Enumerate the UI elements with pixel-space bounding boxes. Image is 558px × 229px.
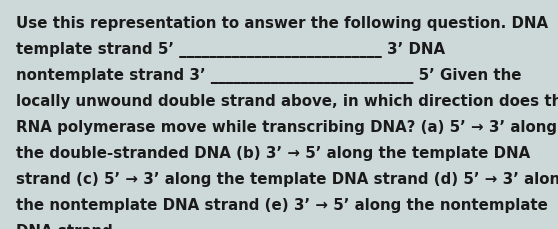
Text: the nontemplate DNA strand (e) 3’ → 5’ along the nontemplate: the nontemplate DNA strand (e) 3’ → 5’ a… [16,197,547,212]
Text: Use this representation to answer the following question. DNA: Use this representation to answer the fo… [16,16,548,31]
Text: the double-stranded DNA (b) 3’ → 5’ along the template DNA: the double-stranded DNA (b) 3’ → 5’ alon… [16,145,530,160]
Text: template strand 5’ ___________________________ 3’ DNA: template strand 5’ _____________________… [16,42,445,58]
Text: RNA polymerase move while transcribing DNA? (a) 5’ → 3’ along: RNA polymerase move while transcribing D… [16,120,557,134]
Text: locally unwound double strand above, in which direction does the: locally unwound double strand above, in … [16,94,558,109]
Text: DNA strand: DNA strand [16,223,112,229]
Text: nontemplate strand 3’ ___________________________ 5’ Given the: nontemplate strand 3’ __________________… [16,68,521,84]
Text: strand (c) 5’ → 3’ along the template DNA strand (d) 5’ → 3’ along: strand (c) 5’ → 3’ along the template DN… [16,171,558,186]
